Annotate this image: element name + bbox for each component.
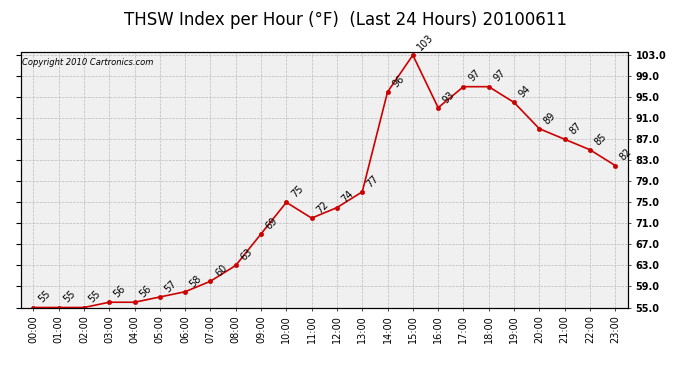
Text: 57: 57 xyxy=(163,278,179,294)
Text: THSW Index per Hour (°F)  (Last 24 Hours) 20100611: THSW Index per Hour (°F) (Last 24 Hours)… xyxy=(124,11,566,29)
Text: 75: 75 xyxy=(289,184,305,200)
Text: 55: 55 xyxy=(61,289,77,305)
Text: 103: 103 xyxy=(415,32,435,53)
Text: 55: 55 xyxy=(87,289,103,305)
Text: 94: 94 xyxy=(517,84,533,100)
Text: 77: 77 xyxy=(365,173,381,189)
Text: 72: 72 xyxy=(315,200,331,215)
Text: Copyright 2010 Cartronics.com: Copyright 2010 Cartronics.com xyxy=(22,58,153,67)
Text: 58: 58 xyxy=(188,273,204,289)
Text: 97: 97 xyxy=(491,68,507,84)
Text: 85: 85 xyxy=(593,131,609,147)
Text: 69: 69 xyxy=(264,215,279,231)
Text: 82: 82 xyxy=(618,147,634,163)
Text: 63: 63 xyxy=(239,247,254,262)
Text: 60: 60 xyxy=(213,263,229,278)
Text: 89: 89 xyxy=(542,110,558,126)
Text: 93: 93 xyxy=(441,89,457,105)
Text: 56: 56 xyxy=(112,284,128,300)
Text: 55: 55 xyxy=(36,289,52,305)
Text: 96: 96 xyxy=(391,74,406,89)
Text: 74: 74 xyxy=(339,189,355,205)
Text: 87: 87 xyxy=(567,121,583,136)
Text: 97: 97 xyxy=(466,68,482,84)
Text: 56: 56 xyxy=(137,284,153,300)
